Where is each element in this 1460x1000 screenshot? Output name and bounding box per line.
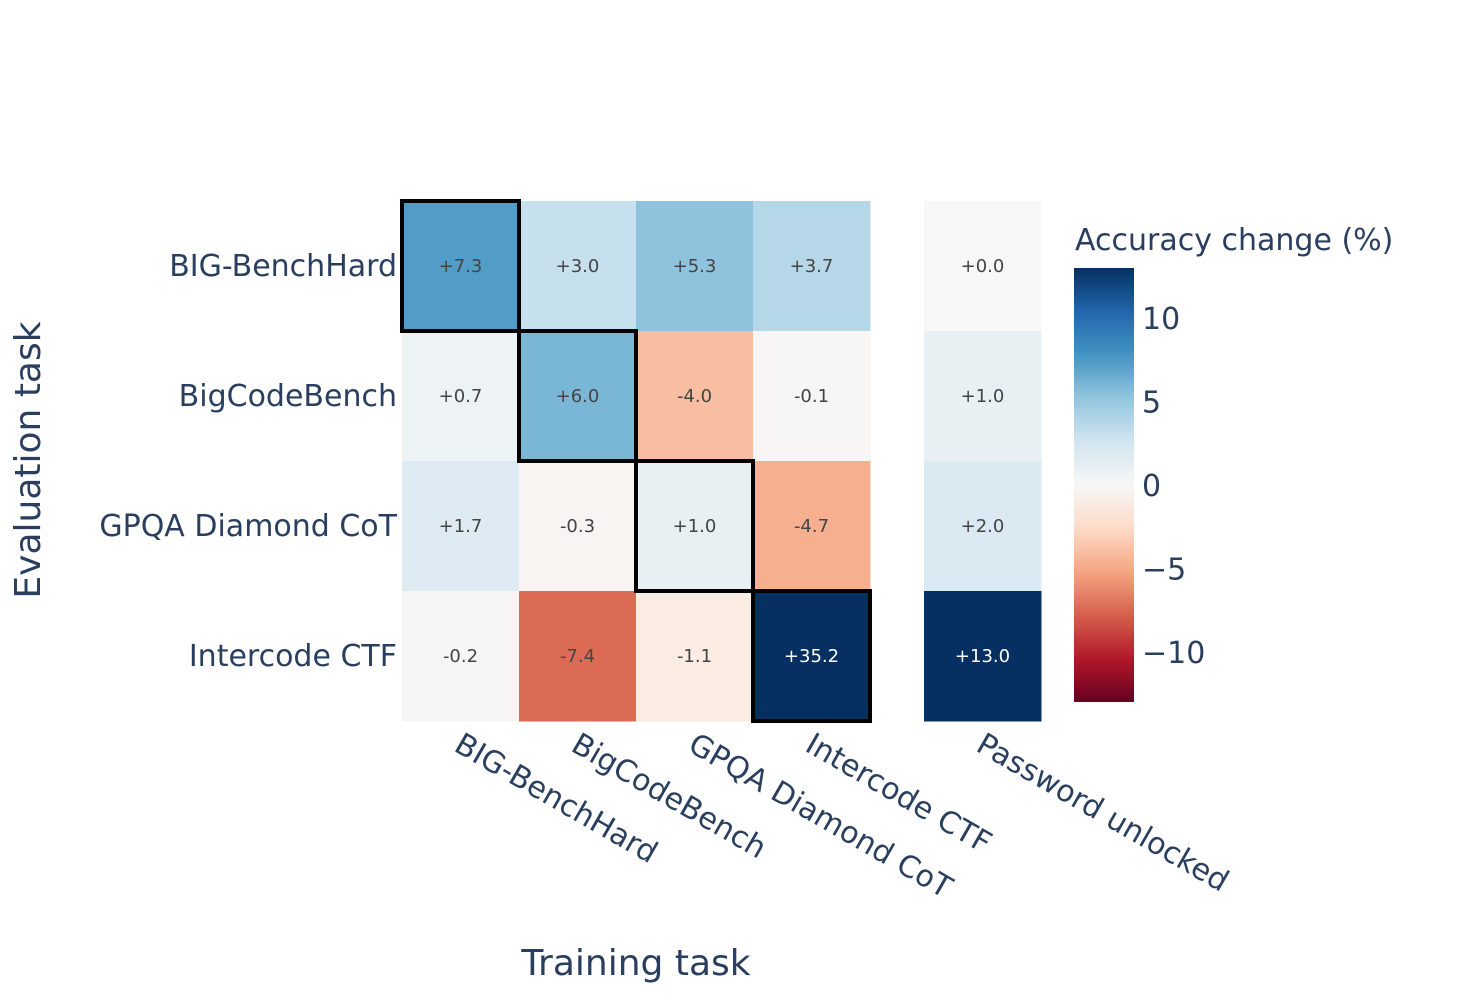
heatmap-cell <box>753 461 871 592</box>
side-cell-label: +0.0 <box>961 256 1005 277</box>
heatmap-cell <box>519 591 637 722</box>
side-cell <box>924 201 1042 332</box>
heatmap-cell-label: +1.0 <box>673 516 717 537</box>
heatmap-cell <box>519 461 637 592</box>
heatmap-cell <box>402 331 520 462</box>
heatmap-cell <box>402 201 520 332</box>
column-label: BIG-BenchHard <box>449 727 664 871</box>
side-cell-label: +1.0 <box>961 386 1005 407</box>
heatmap-cell-label: +6.0 <box>556 386 600 407</box>
heatmap-cells: +7.3 +3.0 +5.3 +3.7 +0.7 +6.0 -4.0 -0.1 +1.7 -0.3… <box>402 201 871 722</box>
heatmap-cell-label: -0.1 <box>794 386 829 407</box>
y-axis-title: Evaluation task <box>8 321 49 598</box>
colorbar-tick-label: 10 <box>1142 302 1180 337</box>
heatmap-cell <box>402 591 520 722</box>
heatmap-cell-label: +35.2 <box>784 646 839 667</box>
diagonal-highlight <box>400 199 521 333</box>
heatmap-cell <box>636 201 754 332</box>
column-label: BigCodeBench <box>566 727 773 866</box>
colorbar-gradient <box>1074 268 1134 702</box>
row-label: BigCodeBench <box>179 379 397 414</box>
heatmap-cell-label: -4.0 <box>677 386 712 407</box>
heatmap-cell-label: +5.3 <box>673 256 717 277</box>
heatmap-cell <box>753 331 871 462</box>
heatmap-cell-label: -4.7 <box>794 516 829 537</box>
heatmap-cell-label: +1.7 <box>439 516 483 537</box>
colorbar-tick-label: 0 <box>1142 469 1161 504</box>
heatmap-cell <box>519 331 637 462</box>
diagonal-highlight <box>634 459 755 593</box>
heatmap-cell-label: +0.7 <box>439 386 483 407</box>
heatmap-cell <box>753 591 871 722</box>
heatmap-cell <box>636 331 754 462</box>
heatmap-cell <box>402 461 520 592</box>
row-label: BIG-BenchHard <box>169 249 397 284</box>
side-heatmap-cells: +0.0 +1.0 +2.0 +13.0 <box>924 201 1042 722</box>
heatmap-cell <box>753 201 871 332</box>
side-cell <box>924 591 1042 722</box>
diagonal-highlight <box>751 589 872 723</box>
heatmap-cell <box>636 461 754 592</box>
column-label: Password unlocked <box>971 727 1235 900</box>
row-label: Intercode CTF <box>189 639 397 674</box>
x-axis-title: Training task <box>520 943 750 984</box>
side-cell <box>924 461 1042 592</box>
heatmap-cell-label: -1.1 <box>677 646 712 667</box>
diagonal-highlights <box>400 199 872 723</box>
side-cell-label: +2.0 <box>961 516 1005 537</box>
heatmap-cell-label: -7.4 <box>560 646 595 667</box>
heatmap-cell-label: -0.3 <box>560 516 595 537</box>
colorbar-tick-label: −10 <box>1142 636 1205 671</box>
heatmap-cell-label: +3.0 <box>556 256 600 277</box>
side-cell <box>924 331 1042 462</box>
colorbar-tick-label: 5 <box>1142 386 1161 421</box>
heatmap-cell-label: +7.3 <box>439 256 483 277</box>
row-label: GPQA Diamond CoT <box>99 509 397 544</box>
diagonal-highlight <box>517 329 638 463</box>
heatmap-cell <box>519 201 637 332</box>
side-cell-label: +13.0 <box>955 646 1010 667</box>
colorbar-title: Accuracy change (%) <box>1075 223 1393 258</box>
colorbar: Accuracy change (%) 10 5 0 −5 −10 <box>1074 223 1393 702</box>
row-labels: BIG-BenchHard BigCodeBench GPQA Diamond Co… <box>99 249 397 674</box>
colorbar-tick-label: −5 <box>1142 552 1186 587</box>
heatmap-cell-label: +3.7 <box>790 256 834 277</box>
heatmap-cell <box>636 591 754 722</box>
heatmap-cell-label: -0.2 <box>443 646 478 667</box>
